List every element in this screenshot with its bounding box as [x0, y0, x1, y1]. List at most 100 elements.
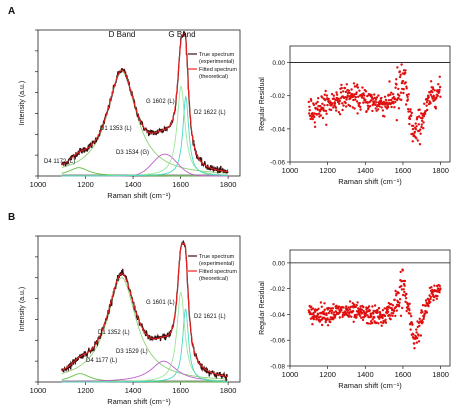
- residual-point: [343, 310, 347, 313]
- residual-point: [383, 307, 386, 310]
- fitted-spectrum-line: [61, 242, 228, 377]
- residual-point: [342, 104, 345, 107]
- residual-point: [311, 323, 314, 326]
- panel-b-residual-xtick-label: 1200: [319, 370, 336, 379]
- residual-point: [369, 322, 372, 325]
- residual-point: [313, 112, 316, 115]
- residual-point: [345, 96, 349, 99]
- residual-point: [364, 314, 367, 318]
- legend-entry-label: (experimental): [199, 59, 234, 65]
- residual-point: [368, 309, 371, 312]
- residual-point: [400, 280, 403, 283]
- residual-point: [383, 314, 387, 318]
- residual-point: [424, 299, 428, 302]
- residual-point: [418, 324, 421, 327]
- residual-point: [344, 90, 348, 94]
- panel-a-spectrum-xlabel: Raman shift (cm⁻¹): [107, 191, 171, 200]
- peak-label: D3 1534 (G): [116, 150, 149, 156]
- residual-point: [348, 104, 352, 108]
- residual-point: [325, 123, 328, 127]
- residual-point: [398, 70, 401, 73]
- residual-point: [319, 315, 322, 318]
- residual-point: [394, 314, 397, 318]
- residual-point: [352, 82, 356, 85]
- residual-point: [406, 95, 409, 99]
- residual-point: [403, 290, 406, 294]
- residual-point: [381, 316, 384, 320]
- residual-point: [356, 86, 360, 89]
- residual-point: [327, 311, 330, 315]
- residual-point: [422, 127, 425, 130]
- residual-point: [352, 98, 355, 102]
- residual-point: [399, 91, 403, 94]
- residual-point: [370, 315, 373, 318]
- residual-point: [426, 302, 429, 305]
- residual-point: [323, 308, 326, 311]
- peak-component-line: [61, 308, 229, 383]
- residual-point: [361, 86, 364, 89]
- residual-point: [421, 310, 424, 314]
- residual-point: [419, 128, 422, 131]
- residual-point: [320, 305, 323, 308]
- residual-point: [320, 323, 324, 327]
- residual-point: [332, 94, 335, 97]
- panel-letter: A: [8, 6, 15, 17]
- peak-label: G 1601 (L): [146, 300, 175, 306]
- residual-point: [402, 91, 405, 95]
- residual-point: [387, 99, 391, 102]
- residual-point: [366, 94, 369, 98]
- residual-point: [347, 306, 350, 309]
- residual-point: [404, 71, 407, 75]
- residual-point: [341, 315, 344, 319]
- residual-point: [348, 300, 352, 303]
- residual-point: [316, 113, 319, 116]
- residual-point: [401, 80, 405, 83]
- residual-point: [404, 300, 407, 303]
- residual-point: [421, 320, 424, 324]
- residual-point: [319, 105, 322, 108]
- legend-entry-label: (experimental): [199, 261, 234, 267]
- residual-point: [410, 315, 413, 318]
- residual-point: [384, 98, 388, 102]
- peak-label: G 1602 (L): [146, 99, 175, 105]
- residual-point: [321, 116, 325, 120]
- residual-point: [413, 130, 416, 134]
- peak-component-line: [61, 85, 229, 177]
- panel-a-residual-xtick-label: 1400: [357, 166, 374, 175]
- residual-point: [345, 305, 348, 308]
- residual-point: [309, 311, 312, 314]
- residual-point: [313, 310, 317, 313]
- residual-point: [310, 305, 313, 308]
- residual-point: [322, 107, 325, 110]
- panel-a-residual-ytick-label: 0.00: [272, 60, 285, 67]
- peak-label: D2 1621 (L): [194, 314, 226, 320]
- residual-point: [380, 324, 383, 327]
- residual-point: [344, 101, 347, 105]
- residual-point: [351, 106, 354, 109]
- residual-point: [321, 102, 324, 106]
- residual-point: [319, 301, 323, 304]
- residual-point: [368, 105, 372, 108]
- residual-point: [415, 341, 419, 344]
- residual-point: [383, 102, 386, 106]
- residual-point: [407, 107, 410, 111]
- residual-point: [378, 105, 381, 108]
- panel-a-spectrum-xtick-label: 1400: [125, 180, 142, 189]
- residual-point: [311, 112, 314, 115]
- residual-point: [439, 95, 442, 99]
- residual-point: [373, 304, 377, 307]
- residual-point: [398, 298, 402, 301]
- residual-point: [351, 302, 354, 305]
- residual-point: [348, 314, 351, 317]
- residual-point: [326, 324, 330, 327]
- panel-b-residual-xtick-label: 1000: [282, 370, 299, 379]
- residual-point: [333, 102, 337, 105]
- residual-point: [335, 93, 339, 96]
- residual-point: [358, 314, 362, 317]
- residual-point: [398, 301, 401, 304]
- residual-point: [372, 309, 375, 313]
- residual-point: [317, 307, 320, 310]
- residual-point: [401, 306, 404, 310]
- residual-point: [325, 313, 328, 317]
- residual-point: [374, 107, 377, 110]
